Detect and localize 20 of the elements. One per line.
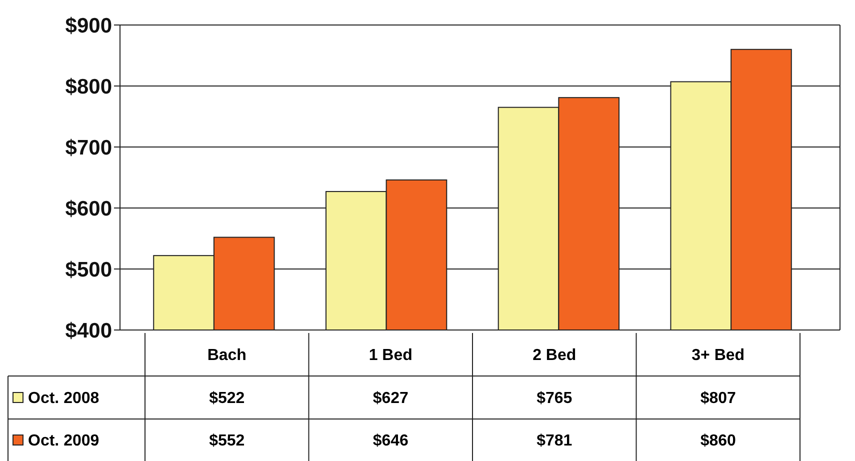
x-tick-label: Bach: [207, 347, 246, 364]
x-tick-label: 1 Bed: [368, 347, 412, 364]
y-tick-label: $900: [65, 14, 112, 38]
legend-label: Oct. 2008: [28, 390, 100, 408]
data-label: $552: [209, 432, 245, 450]
y-tick-label: $400: [65, 319, 112, 342]
data-label: $627: [372, 390, 409, 408]
data-label: $807: [700, 390, 736, 408]
data-label: $522: [209, 390, 245, 408]
y-tick-label: $600: [65, 197, 112, 220]
data-label: $646: [372, 432, 409, 450]
data-label: $781: [536, 432, 572, 450]
x-tick-label: 2 Bed: [532, 347, 576, 364]
y-tick-label: $500: [65, 258, 112, 282]
y-tick-label: $700: [65, 136, 112, 160]
data-label: $765: [536, 390, 572, 408]
y-tick-label: $800: [65, 75, 112, 98]
data-label: $860: [700, 432, 736, 450]
legend-label: Oct. 2009: [28, 432, 100, 450]
x-tick-label: 3+ Bed: [692, 347, 745, 364]
